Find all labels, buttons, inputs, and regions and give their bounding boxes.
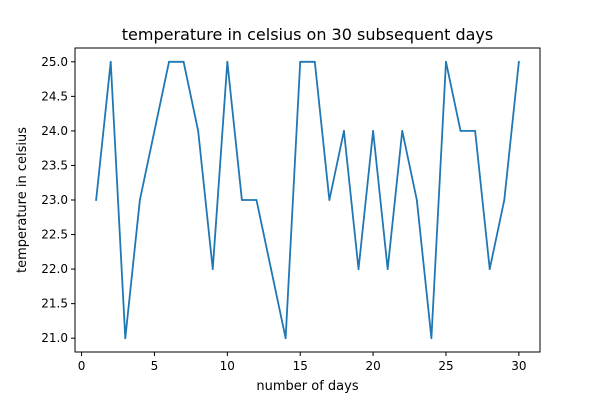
- y-tick-label: 24.0: [41, 124, 68, 138]
- data-point: [109, 60, 112, 63]
- y-tick-label: 24.5: [41, 89, 68, 103]
- data-point: [255, 199, 258, 201]
- plot-frame: [74, 47, 541, 353]
- y-tick-label: 21.0: [41, 331, 68, 345]
- data-point: [226, 60, 229, 63]
- x-tick-label: 15: [293, 359, 308, 373]
- data-point: [357, 268, 360, 270]
- y-tick-label: 23.0: [41, 193, 68, 207]
- chart-title: temperature in celsius on 30 subsequent …: [122, 25, 493, 44]
- x-tick-label: 10: [220, 359, 235, 373]
- data-point: [517, 60, 520, 63]
- data-point: [328, 199, 331, 201]
- data-point: [474, 130, 477, 132]
- data-point: [270, 268, 272, 270]
- data-point: [211, 268, 214, 270]
- x-tick-label: 5: [151, 359, 159, 373]
- data-point: [241, 199, 243, 201]
- data-point: [299, 60, 302, 63]
- data-point: [343, 130, 345, 132]
- y-tick-label: 22.0: [41, 262, 68, 276]
- x-tick-label: 25: [438, 359, 453, 373]
- y-tick-label: 23.5: [41, 158, 68, 172]
- y-tick-label: 21.5: [41, 297, 68, 311]
- x-axis-label: number of days: [256, 379, 358, 394]
- data-point: [372, 130, 374, 132]
- y-tick-label: 25.0: [41, 55, 68, 69]
- x-tick-label: 30: [511, 359, 526, 373]
- y-axis: 21.0 21.5 22.0 22.5 23.0 23.5 24.0 24.5 25.0: [41, 55, 75, 345]
- data-point: [415, 199, 418, 201]
- data-point: [386, 268, 389, 270]
- data-point: [284, 337, 287, 340]
- plot-area: 0 5 10 15 20 25 30 21.0 21.5 22.0 22.5 23.0 23.5 24.…: [41, 47, 541, 373]
- series-group: [95, 60, 520, 340]
- data-point: [153, 130, 156, 132]
- x-tick-label: 20: [365, 359, 380, 373]
- data-point: [313, 60, 316, 63]
- data-point: [124, 337, 127, 340]
- y-axis-label: temperature in celsius: [15, 127, 30, 273]
- data-point: [182, 60, 185, 63]
- data-point: [401, 130, 404, 132]
- data-point: [95, 199, 98, 201]
- data-point: [459, 130, 462, 132]
- data-point: [168, 60, 170, 63]
- data-point: [197, 130, 200, 132]
- data-point: [138, 199, 141, 201]
- x-axis: 0 5 10 15 20 25 30: [78, 352, 527, 373]
- y-tick-label: 22.5: [41, 228, 68, 242]
- data-point: [503, 199, 506, 201]
- x-tick-label: 0: [78, 359, 86, 373]
- temperature-series-line: [95, 60, 520, 340]
- data-point: [445, 60, 447, 63]
- data-point: [488, 268, 491, 270]
- data-point: [430, 337, 433, 340]
